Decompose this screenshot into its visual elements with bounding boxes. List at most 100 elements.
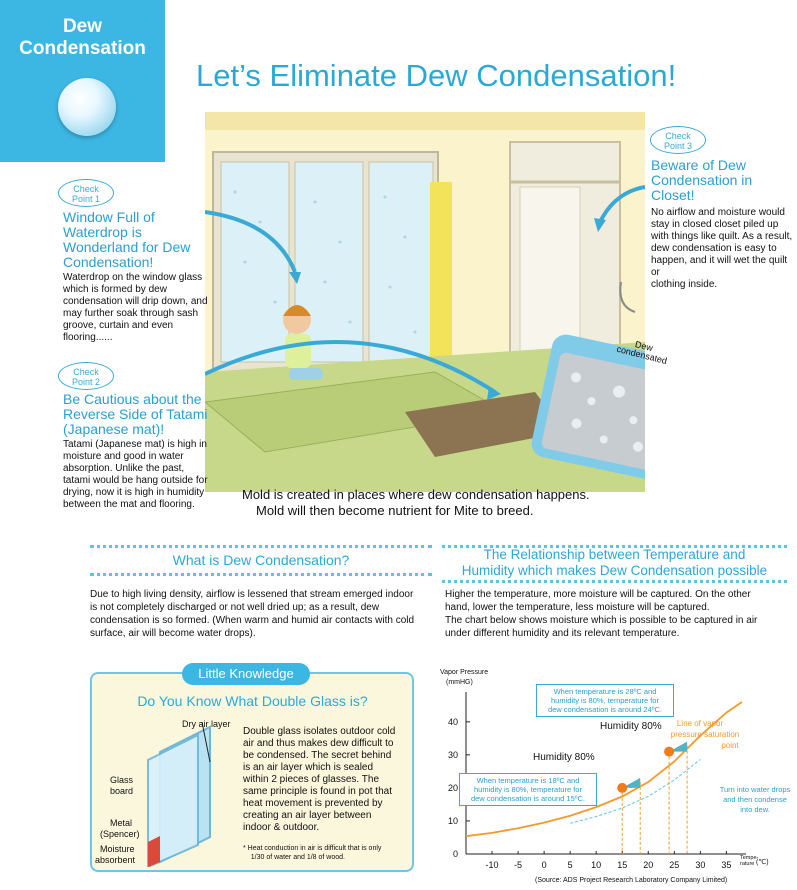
title-line: Window Full of [63,209,155,225]
title-line: Wonderland for Dew [63,239,191,255]
body-line: Tatami (Japanese mat) is high in [63,439,207,450]
dew-point-marker [664,746,675,757]
body-line: be condensed. The secret behind [243,750,392,761]
badge-line-1: Dew [62,16,103,37]
note-line: humidity is 80%, temperature for [551,696,659,705]
x-tick-label: 30 [695,860,705,870]
check-tag-word: Check [73,367,99,377]
body-line: under different humidity and its relevan… [445,628,680,639]
note-line: humidity is 80%, temperature for [474,785,582,794]
double-glass-illustration [147,722,211,867]
humidity-80-curve [570,759,701,824]
dew-point-marker [617,782,628,793]
note-line: * Heat conduction in air is difficult th… [243,845,382,852]
little-knowledge-title: Do You Know What Double Glass is? [137,693,368,709]
body-line: clothing inside. [651,279,718,290]
label-line: Moisture [100,844,135,854]
x-tick-label: 0 [542,860,547,870]
heat-conduction-note: * Heat conduction in air is difficult th… [243,844,408,862]
water-drop-icon [58,78,116,136]
title-line: Beware of Dew [651,157,746,173]
humidity-label-1: Humidity 80% [533,752,595,763]
body-line: Waterdrop on the window glass [63,272,203,283]
check-point-2-body: Tatami (Japanese mat) is high in moistur… [63,439,208,511]
section-1-body: Due to high living density, airflow is l… [90,588,435,640]
body-line: Due to high living density, airflow is l… [90,589,414,600]
curve-legend-line-2: pressure saturation [671,730,739,739]
section-2-title: The Relationship between Temperature and… [442,547,787,579]
check-point-1-body: Waterdrop on the window glass which is f… [63,272,208,344]
body-line: happen, and it will wet the quilt or [651,255,788,278]
side-note-line-2: and then condense [723,795,787,804]
section-1-divider-bottom [90,573,432,576]
title-line: Closet! [651,187,695,203]
note-line: dew condensation is around 15ºC. [470,794,586,803]
side-note-line-1: Turn into water drops [720,785,791,794]
body-line: is not completely discharged or not well… [90,602,380,613]
check-tag-number: Point 1 [71,194,101,204]
check-point-2-title: Be Cautious about the Reverse Side of Ta… [63,392,207,437]
body-line: The chart below shows moisture which is … [445,615,758,626]
section-2-divider-bottom [442,580,787,583]
body-line: flooring...... [63,332,113,343]
body-line: same principle is found in pot that [243,786,392,797]
y-axis-label-line-2: (mmHG) [446,679,473,686]
note-line: When temperature is 18ºC and [476,776,580,785]
chart-points [617,741,688,854]
body-line: with things like quilt. As a result, [651,231,793,242]
y-tick-label: 10 [448,816,458,826]
x-tick-label: -10 [486,860,499,870]
x-tick-label: 10 [591,860,601,870]
title-line: Condensation! [63,254,154,270]
chart-series [465,701,743,838]
body-line: surface, air will become water drops). [90,628,256,639]
body-line: tatami would be hang outside for [63,475,208,486]
little-knowledge-tab: Little Knowledge [182,663,310,685]
body-line: which is formed by dew [63,284,167,295]
annotation-28c: When temperature is 28ºC and humidity is… [536,684,674,717]
x-tick-label: 20 [643,860,653,870]
topic-badge: Dew Condensation [0,0,165,162]
body-line: between the mat and flooring. [63,499,195,510]
body-line: may further soak through sash [63,308,199,319]
x-tick-label: 35 [721,860,731,870]
chart-source: (Source: ADS Project Research Laboratory… [535,877,727,884]
body-line: moisture and good in water [63,451,184,462]
cooling-wedge [669,741,688,752]
note-line: When temperature is 28ºC and [553,687,657,696]
page-title: Let’s Eliminate Dew Condensation! [196,58,677,93]
check-tag-word: Check [665,131,691,141]
body-line: Higher the temperature, more moisture wi… [445,589,751,600]
body-line: stay in closed closet piled up [651,219,779,230]
metal-spencer-label: Metal (Spencer) [100,818,140,840]
curve-legend-line-3: point [721,741,739,750]
check-point-2-tag: Check Point 2 [58,362,114,390]
check-point-3-tag: Check Point 3 [650,126,706,154]
label-line: Metal [110,818,133,828]
body-line: is an air layer which is sealed [243,762,374,773]
title-line: Condensation in [651,172,753,188]
x-tick-label: -5 [514,860,522,870]
check-tag-number: Point 3 [663,141,693,151]
section-1-title: What is Dew Condensation? [172,552,350,568]
title-line: Waterdrop is [63,224,142,240]
body-line: dew condensation is easy to [651,243,777,254]
body-line: indoor & outdoor. [243,822,320,833]
x-tick-label: 15 [617,860,627,870]
humidity-label-2: Humidity 80% [600,721,662,732]
body-line: No airflow and moisture would [651,207,785,218]
label-line: board [110,786,134,796]
body-line: groove, curtain and even [63,320,174,331]
saturation-curve [465,701,743,838]
check-tag-number: Point 2 [71,377,101,387]
mold-statement: Mold is created in places where dew cond… [242,487,590,519]
cooling-wedge [622,777,641,788]
y-tick-label: 40 [448,717,458,727]
y-tick-label: 0 [453,849,458,859]
section-1-divider [90,545,432,548]
check-point-3-body: No airflow and moisture would stay in cl… [651,207,797,291]
body-line: hand, lower the temperature, less moistu… [445,602,710,613]
mold-line-1: Mold is created in places where dew cond… [242,487,590,502]
section-2-body: Higher the temperature, more moisture wi… [445,588,790,640]
body-line: creating an air layer between [243,810,372,821]
